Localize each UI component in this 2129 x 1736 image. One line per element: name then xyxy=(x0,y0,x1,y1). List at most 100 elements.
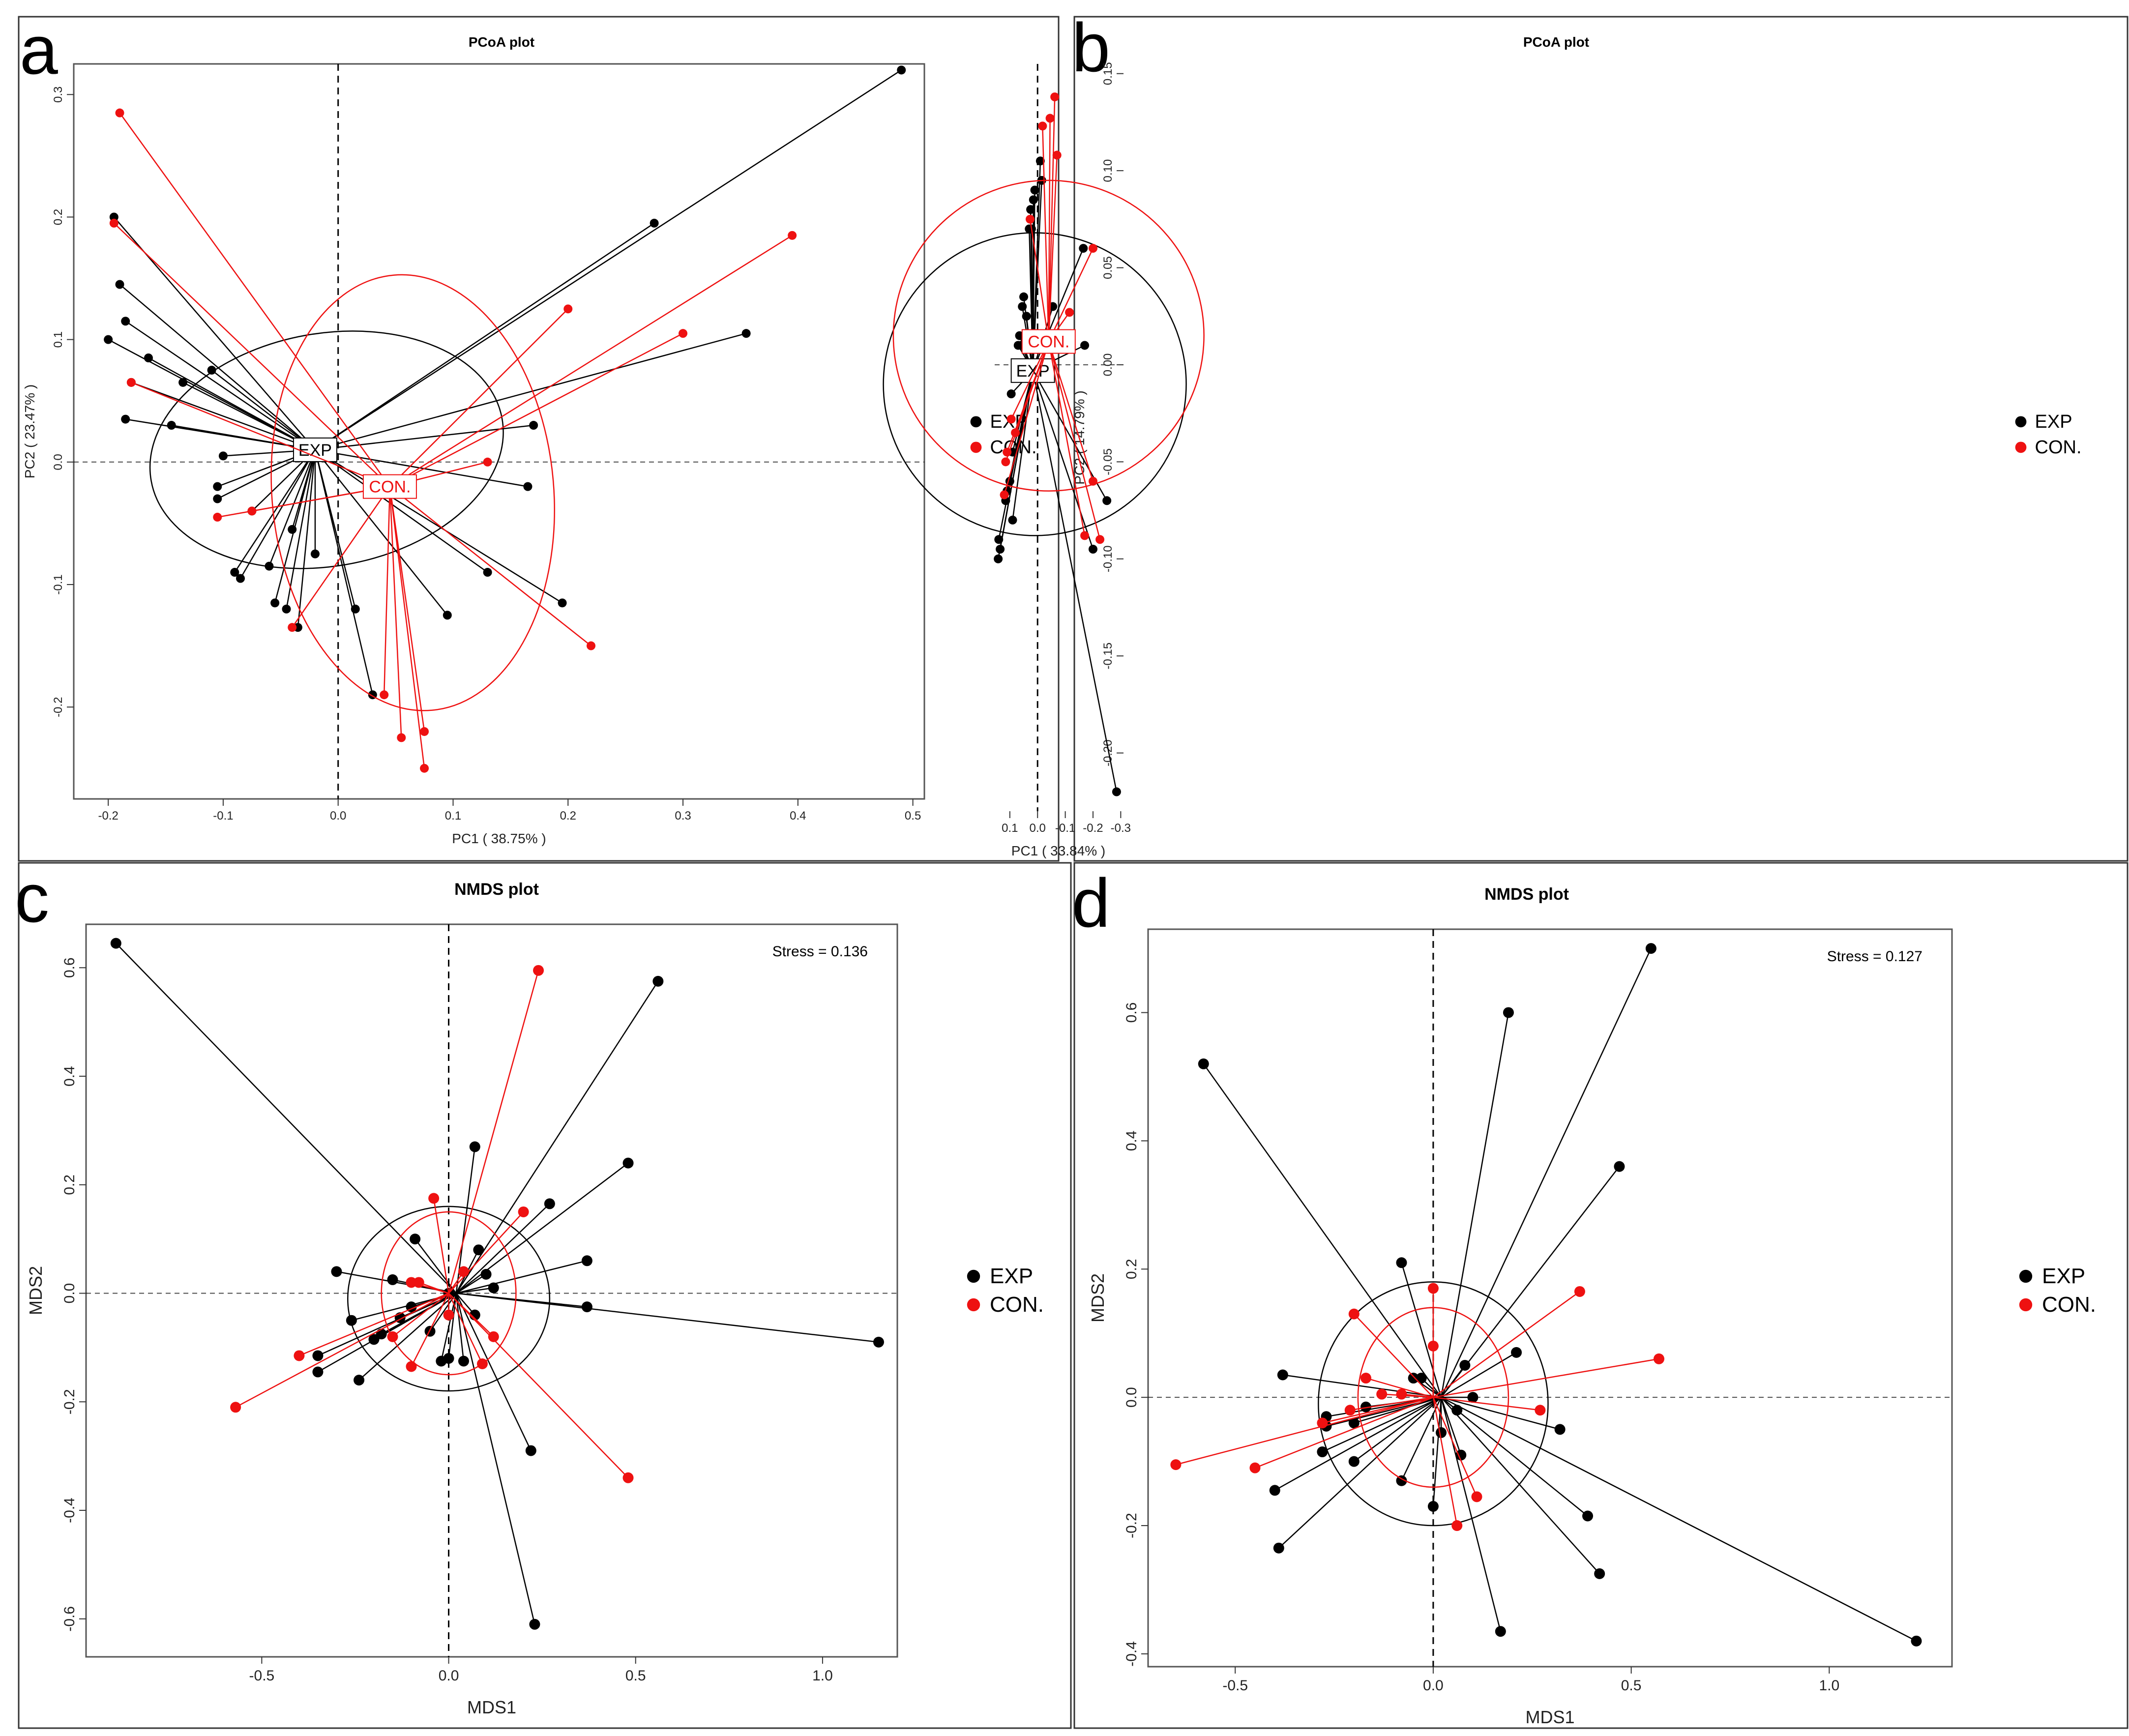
data-point xyxy=(488,1282,499,1294)
y-tick-label: -0.20 xyxy=(1101,739,1115,766)
legend-label: CON. xyxy=(2035,437,2082,458)
spider-line xyxy=(1441,1397,1588,1517)
spider-line xyxy=(1032,370,1118,792)
data-point xyxy=(473,1244,484,1256)
x-tick-label: 0.2 xyxy=(560,809,576,823)
data-point xyxy=(563,304,573,314)
data-point xyxy=(622,1157,634,1169)
data-point xyxy=(788,231,797,240)
spider-line xyxy=(315,449,488,573)
spider-line xyxy=(314,449,448,616)
spider-line xyxy=(1004,341,1049,495)
data-point xyxy=(544,1198,555,1209)
chart-title: NMDS plot xyxy=(1484,885,1569,904)
legend: EXP CON. xyxy=(2019,1264,2096,1317)
stress-annotation: Stress = 0.136 xyxy=(772,943,868,960)
x-tick-label: 0.0 xyxy=(439,1668,459,1684)
spider-line xyxy=(315,69,902,450)
x-tick-label: -0.3 xyxy=(1111,822,1131,835)
y-tick-label: 0.0 xyxy=(52,454,65,470)
spider-line xyxy=(1042,126,1050,342)
data-point xyxy=(518,1206,529,1217)
spider-line xyxy=(1278,1397,1442,1549)
data-point xyxy=(109,212,118,222)
x-tick-label: 1.0 xyxy=(1819,1677,1839,1694)
data-point xyxy=(420,764,429,773)
data-point xyxy=(1427,1501,1439,1512)
spider-line xyxy=(125,321,316,450)
data-point xyxy=(443,1353,454,1364)
y-axis-label: MDS2 xyxy=(1088,1273,1108,1323)
data-point xyxy=(529,421,538,430)
spider-line xyxy=(1433,1291,1580,1398)
spider-line xyxy=(148,357,316,450)
centroid-box xyxy=(1010,358,1055,383)
data-point xyxy=(483,568,492,577)
spider-line xyxy=(315,332,746,451)
data-point xyxy=(213,494,222,503)
data-point xyxy=(406,1361,417,1372)
data-point xyxy=(1582,1510,1594,1522)
data-point xyxy=(368,1334,380,1345)
data-point xyxy=(230,568,239,577)
data-point xyxy=(387,1331,398,1342)
spider-line xyxy=(1010,341,1049,420)
data-point xyxy=(1554,1424,1566,1435)
data-point xyxy=(247,506,257,516)
spider-line xyxy=(455,1293,465,1361)
spider-line xyxy=(456,1273,487,1294)
y-tick-label: 0.3 xyxy=(52,87,65,103)
data-point xyxy=(443,1309,454,1321)
panel-letter: c xyxy=(15,859,49,937)
y-tick-label: -0.6 xyxy=(61,1606,78,1632)
data-point xyxy=(622,1472,634,1483)
spider-line xyxy=(314,449,374,695)
data-point xyxy=(1344,1405,1356,1416)
data-point xyxy=(1273,1542,1284,1554)
data-point xyxy=(480,1268,492,1280)
y-tick-label: 0.00 xyxy=(1101,353,1115,377)
legend-marker xyxy=(970,416,982,428)
spider-line xyxy=(1029,219,1050,342)
legend-label: CON. xyxy=(2042,1293,2096,1317)
data-point xyxy=(469,1141,480,1152)
spider-line xyxy=(286,449,316,610)
data-point xyxy=(178,378,188,387)
data-point xyxy=(1006,389,1016,399)
spider-line xyxy=(1401,1262,1442,1398)
data-point xyxy=(1427,1340,1439,1352)
y-axis-label: MDS2 xyxy=(26,1266,46,1315)
confidence-ellipse xyxy=(381,1211,517,1376)
x-tick-label: -0.2 xyxy=(1083,822,1103,835)
spider-line xyxy=(1365,1377,1434,1398)
data-point xyxy=(110,938,121,949)
data-point xyxy=(529,1618,540,1630)
spider-line xyxy=(234,449,316,573)
panel-frame xyxy=(1073,862,2129,1729)
spider-line xyxy=(1048,341,1094,482)
y-tick-label: -0.05 xyxy=(1101,448,1115,475)
data-point xyxy=(1436,1427,1447,1438)
legend: EXP CON. xyxy=(2015,412,2082,458)
spider-line xyxy=(455,1293,535,1625)
spider-line xyxy=(456,1293,879,1343)
data-point xyxy=(265,561,274,571)
data-point xyxy=(282,604,291,614)
spider-line xyxy=(1032,370,1094,550)
data-point xyxy=(218,451,228,461)
data-point xyxy=(996,545,1005,554)
legend-marker xyxy=(2015,416,2027,428)
panel-b: b PCoA plot -0.3 -0.2 -0.1 0.0 0.1 -0.20 -0.15 -0… xyxy=(883,9,2129,862)
data-point xyxy=(525,1445,536,1456)
spider-line xyxy=(1255,1397,1434,1469)
x-tick-label: 0.5 xyxy=(625,1668,646,1684)
y-tick-label: 0.6 xyxy=(61,957,78,978)
y-tick-label: -0.2 xyxy=(1124,1513,1140,1538)
confidence-ellipse xyxy=(1318,1281,1549,1527)
data-point xyxy=(354,1375,365,1386)
data-point xyxy=(741,329,751,338)
data-point xyxy=(1170,1459,1182,1471)
data-point xyxy=(1025,214,1035,224)
y-tick-label: -0.15 xyxy=(1101,643,1115,670)
